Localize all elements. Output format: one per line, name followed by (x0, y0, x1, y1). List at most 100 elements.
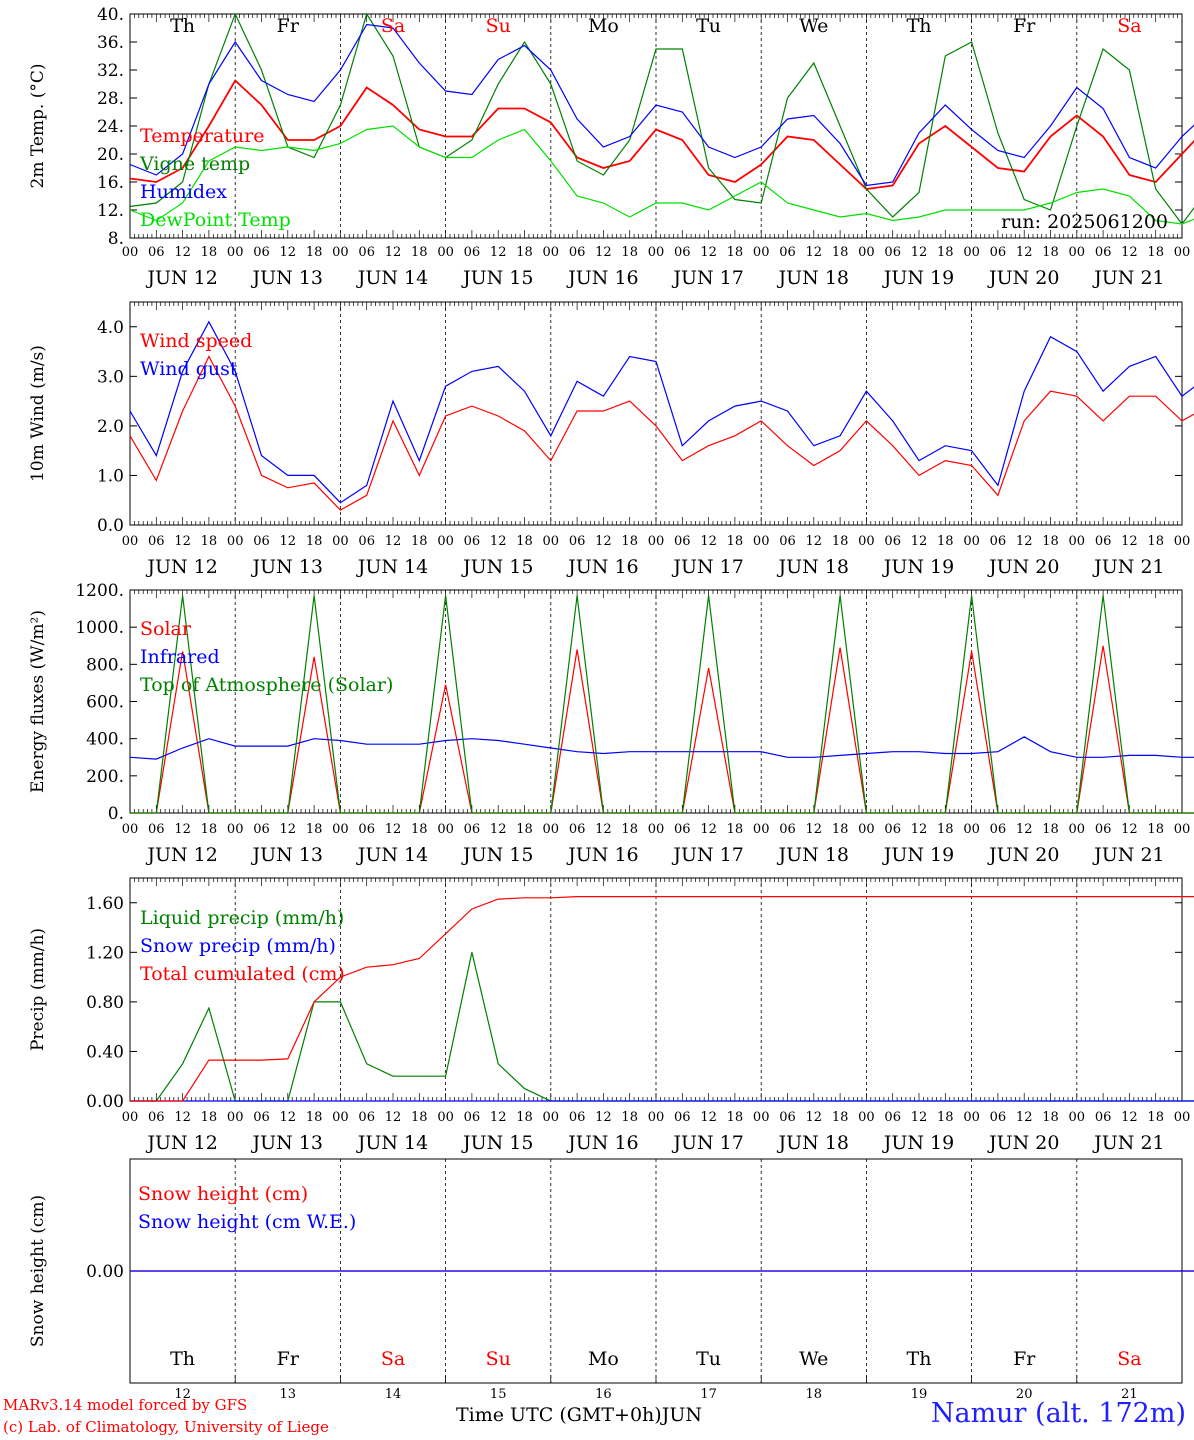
date-label: JUN 15 (461, 267, 533, 289)
hour-tick-label: 00 (437, 822, 454, 837)
hour-tick-label: 18 (1147, 1110, 1164, 1125)
legend-entry: Temperature (140, 125, 264, 147)
hour-tick-label: 12 (595, 1110, 612, 1125)
legend-entry: Wind gust (140, 358, 238, 380)
hour-tick-label: 18 (1042, 245, 1059, 260)
hour-tick-label: 00 (753, 245, 770, 260)
y-tick-label: 1000. (75, 618, 124, 638)
hour-ticks (129, 590, 1183, 813)
hour-tick-label: 00 (1069, 1110, 1086, 1125)
day-name: We (799, 15, 828, 37)
hour-tick-label: 18 (937, 245, 954, 260)
run-annotation: run: 2025061200 (1001, 211, 1168, 233)
hour-tick-label: 18 (411, 245, 428, 260)
panel-3: 0. 200. 400. 600. 800. 1000. 1200. Energy fluxe… (28, 581, 1194, 866)
hour-tick-label: 18 (201, 534, 218, 549)
day-number: 19 (911, 1387, 928, 1402)
date-label: JUN 18 (777, 267, 849, 289)
hour-tick-label: 18 (1147, 534, 1164, 549)
plot-frame (129, 13, 1183, 239)
hour-tick-label: 06 (464, 534, 481, 549)
hour-tick-label: 18 (832, 534, 849, 549)
hour-tick-label: 12 (911, 245, 928, 260)
date-label: JUN 14 (356, 267, 428, 289)
day-number: 20 (1016, 1387, 1033, 1402)
hour-tick-label: 18 (306, 245, 323, 260)
date-label: JUN 15 (461, 556, 533, 578)
day-number: 21 (1121, 1387, 1138, 1402)
day-number: 14 (385, 1387, 402, 1402)
date-label: JUN 14 (356, 844, 428, 866)
y-tick-label: 600. (86, 693, 124, 713)
hour-tick-label: 12 (700, 1110, 717, 1125)
hour-tick-label: 12 (174, 534, 191, 549)
hour-tick-label: 18 (411, 1110, 428, 1125)
day-name: Fr (277, 15, 300, 37)
hour-ticks (129, 302, 1183, 525)
y-axis-label: Energy fluxes (W/m²) (28, 610, 48, 793)
series-line-4-3 (130, 896, 1194, 1102)
legend-entry: Total cumulated (cm) (140, 963, 345, 985)
hour-tick-label: 06 (464, 822, 481, 837)
y-tick-label: 0.0 (97, 516, 124, 536)
y-tick-label: 2.0 (97, 417, 124, 437)
hour-tick-label: 00 (1174, 245, 1191, 260)
hour-tick-label: 00 (648, 1110, 665, 1125)
y-tick-label: 800. (86, 655, 124, 675)
hour-tick-label: 00 (437, 245, 454, 260)
hour-tick-label: 12 (490, 1110, 507, 1125)
hour-tick-label: 18 (1042, 1110, 1059, 1125)
hour-tick-label: 18 (832, 822, 849, 837)
hour-tick-label: 06 (464, 245, 481, 260)
hour-tick-label: 12 (174, 822, 191, 837)
hour-tick-label: 12 (806, 1110, 823, 1125)
hour-tick-label: 06 (674, 822, 691, 837)
date-label: JUN 21 (1092, 844, 1164, 866)
hour-tick-label: 00 (1069, 534, 1086, 549)
hour-tick-label: 00 (963, 534, 980, 549)
hour-tick-label: 12 (595, 534, 612, 549)
hour-tick-label: 12 (280, 534, 297, 549)
hour-tick-label: 12 (385, 822, 402, 837)
hour-tick-label: 00 (122, 1110, 139, 1125)
hour-tick-label: 12 (700, 534, 717, 549)
hour-ticks (129, 14, 1183, 238)
day-name: Mo (588, 1348, 619, 1370)
hour-tick-label: 12 (385, 245, 402, 260)
y-axis-label: Snow height (cm) (28, 1195, 48, 1347)
y-tick-label: 24. (97, 117, 124, 137)
hour-tick-label: 18 (201, 822, 218, 837)
hour-tick-label: 06 (148, 822, 165, 837)
date-label: JUN 17 (671, 1132, 743, 1154)
hour-tick-label: 00 (753, 1110, 770, 1125)
y-tick-label: 1.20 (86, 943, 124, 963)
panel-2: 0.0 1.0 2.0 3.0 4.0 10m Wind (m/s) 00 06 12 18 00 0… (28, 301, 1194, 578)
hour-tick-label: 06 (779, 245, 796, 260)
hour-tick-label: 06 (884, 822, 901, 837)
day-name: Th (907, 1348, 932, 1370)
hour-tick-label: 00 (227, 245, 244, 260)
hour-tick-label: 12 (700, 245, 717, 260)
hour-tick-label: 06 (884, 1110, 901, 1125)
series-line-2-2 (129, 320, 1194, 504)
hour-tick-label: 06 (148, 245, 165, 260)
hour-tick-label: 06 (358, 1110, 375, 1125)
hour-tick-label: 18 (516, 534, 533, 549)
date-label: JUN 16 (566, 1132, 638, 1154)
hour-tick-label: 00 (1174, 534, 1191, 549)
date-label: JUN 19 (882, 1132, 954, 1154)
hour-tick-label: 12 (1016, 245, 1033, 260)
y-tick-label: 1200. (75, 581, 124, 601)
hour-tick-label: 12 (385, 534, 402, 549)
hour-tick-label: 00 (1069, 245, 1086, 260)
y-axis-label: 2m Temp. (°C) (28, 63, 48, 188)
series-line-3-1 (130, 645, 1194, 814)
date-label: JUN 21 (1092, 556, 1164, 578)
legend-entry: Vigne temp (139, 153, 250, 175)
hour-tick-label: 00 (858, 245, 875, 260)
hour-tick-label: 06 (990, 245, 1007, 260)
hour-tick-label: 06 (358, 534, 375, 549)
hour-tick-label: 18 (1042, 822, 1059, 837)
legend-entry: Snow height (cm) (138, 1183, 308, 1205)
hour-tick-label: 12 (490, 245, 507, 260)
